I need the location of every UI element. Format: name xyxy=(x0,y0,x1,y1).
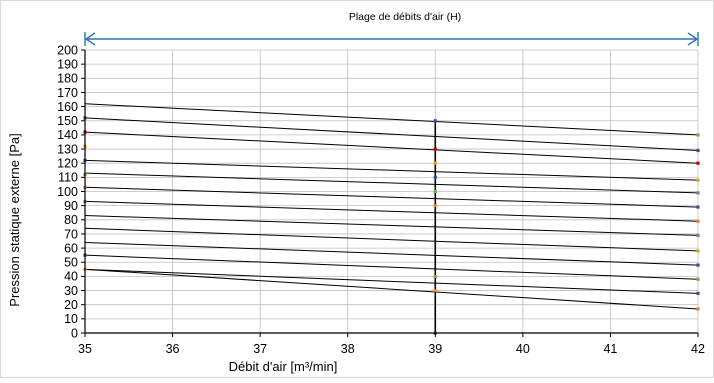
data-marker xyxy=(433,147,437,151)
x-tick-label: 40 xyxy=(516,342,530,356)
series-line xyxy=(84,241,699,266)
y-axis-title: Pression statique externe [Pa] xyxy=(7,133,22,306)
data-marker xyxy=(696,161,700,165)
grid xyxy=(84,49,699,334)
y-tick-label: 0 xyxy=(71,326,78,340)
series-line xyxy=(84,131,699,164)
series-line xyxy=(84,117,699,151)
y-tick-label: 170 xyxy=(57,86,78,100)
x-tick-label: 41 xyxy=(603,342,617,356)
x-tick-labels: 35 36 37 38 39 40 41 42 xyxy=(78,342,705,356)
x-tick-label: 38 xyxy=(341,342,355,356)
y-tick-label: 110 xyxy=(58,171,78,185)
y-tick-label: 90 xyxy=(64,199,78,213)
range-arrow-left-head xyxy=(84,32,96,46)
data-marker xyxy=(696,133,700,137)
x-axis-title: Débit d'air [m³/min] xyxy=(229,359,338,374)
data-marker xyxy=(696,148,700,153)
y-tick-label: 10 xyxy=(64,312,78,326)
y-tick-labels: 0102030405060708090100110120130140150160… xyxy=(57,43,78,340)
data-marker xyxy=(696,249,700,253)
x-tick-label: 35 xyxy=(78,342,92,356)
data-marker xyxy=(696,233,700,237)
data-marker xyxy=(696,219,700,223)
axes xyxy=(81,49,699,337)
x-tick-label: 36 xyxy=(166,342,180,356)
data-marker xyxy=(433,288,437,293)
series-line xyxy=(84,268,699,294)
y-tick-label: 50 xyxy=(64,256,78,270)
data-marker xyxy=(433,274,437,278)
series-line xyxy=(84,172,699,194)
y-tick-label: 200 xyxy=(57,43,78,57)
range-arrow-right-head xyxy=(687,32,699,46)
y-tick-label: 130 xyxy=(57,142,78,156)
y-tick-label: 150 xyxy=(57,114,78,128)
y-tick-label: 160 xyxy=(57,100,78,114)
x-tick-label: 39 xyxy=(428,342,442,356)
data-marker xyxy=(696,277,700,281)
series-line xyxy=(84,200,699,222)
data-marker xyxy=(696,178,700,182)
series-line xyxy=(84,103,699,136)
y-tick-label: 60 xyxy=(64,241,78,255)
series-line xyxy=(84,254,699,280)
series-line xyxy=(84,268,699,310)
y-tick-label: 70 xyxy=(64,227,78,241)
data-marker xyxy=(433,119,437,123)
y-tick-label: 120 xyxy=(57,157,78,171)
y-tick-label: 40 xyxy=(64,270,78,284)
data-marker xyxy=(696,205,700,209)
range-label: Plage de débits d'air (H) xyxy=(349,11,461,23)
series-line xyxy=(84,186,699,208)
y-tick-label: 180 xyxy=(57,72,78,86)
data-marker xyxy=(433,204,437,208)
data-marker xyxy=(696,307,700,311)
series-lines xyxy=(84,103,699,310)
series-line xyxy=(84,215,699,236)
y-tick-label: 30 xyxy=(64,284,78,298)
data-marker xyxy=(696,191,700,195)
x-tick-label: 42 xyxy=(691,342,705,356)
data-marker xyxy=(433,175,437,179)
series-line xyxy=(84,159,699,181)
series-line xyxy=(84,227,699,252)
y-tick-label: 80 xyxy=(64,213,78,227)
data-marker xyxy=(433,161,437,165)
data-marker xyxy=(433,189,437,194)
y-tick-label: 20 xyxy=(64,298,78,312)
x-tick-label: 37 xyxy=(253,342,267,356)
y-tick-label: 140 xyxy=(57,128,78,142)
y-tick-label: 190 xyxy=(57,57,78,71)
data-marker xyxy=(696,291,700,295)
data-marker xyxy=(696,263,700,267)
range-annotation: Plage de débits d'air (H) xyxy=(84,11,699,46)
y-tick-label: 100 xyxy=(57,185,78,199)
